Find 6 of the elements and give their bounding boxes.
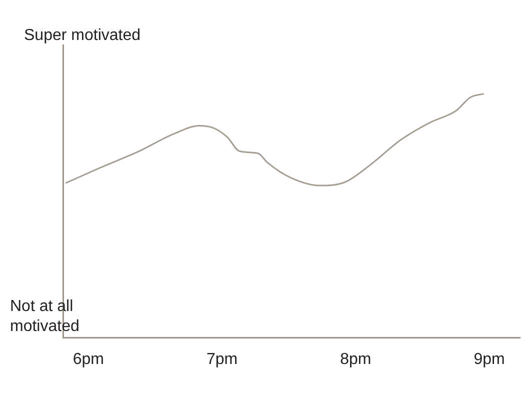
x-tick-label: 6pm — [72, 350, 104, 368]
text: Super motivated — [24, 27, 141, 44]
x-tick-label: 9pm — [474, 350, 505, 368]
annotation: Not at all motivated — [10, 298, 80, 335]
x-tick-label: 7pm — [206, 350, 238, 368]
x-tick-label: 8pm — [340, 350, 372, 368]
